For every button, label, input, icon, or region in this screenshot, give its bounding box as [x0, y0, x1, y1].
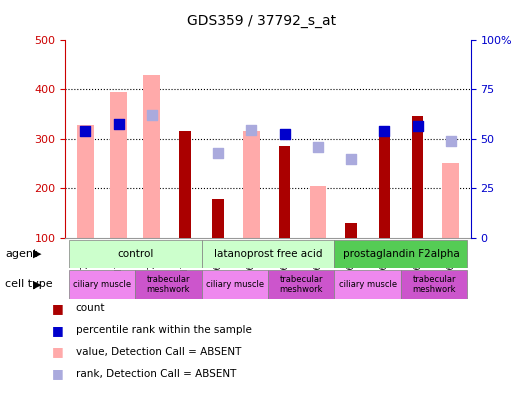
Bar [179, 131, 191, 238]
Bar [345, 223, 357, 238]
Text: ciliary muscle: ciliary muscle [73, 280, 131, 289]
Point [147, 112, 156, 118]
Point [214, 150, 222, 156]
Text: cell type: cell type [5, 279, 53, 289]
Text: latanoprost free acid: latanoprost free acid [214, 249, 322, 259]
Text: ciliary muscle: ciliary muscle [206, 280, 264, 289]
Bar [135, 270, 201, 299]
Bar [77, 125, 94, 238]
Text: percentile rank within the sample: percentile rank within the sample [76, 325, 252, 335]
Text: ■: ■ [52, 367, 64, 380]
Bar [442, 163, 459, 238]
Point [115, 120, 123, 127]
Text: ▶: ▶ [33, 279, 42, 289]
Text: prostaglandin F2alpha: prostaglandin F2alpha [343, 249, 459, 259]
Text: rank, Detection Call = ABSENT: rank, Detection Call = ABSENT [76, 369, 236, 379]
Point [380, 128, 389, 134]
Bar [243, 131, 260, 238]
Bar [279, 146, 290, 238]
Bar [110, 91, 127, 238]
Text: ■: ■ [52, 302, 64, 315]
Text: agent: agent [5, 249, 38, 259]
Text: value, Detection Call = ABSENT: value, Detection Call = ABSENT [76, 347, 241, 357]
Text: trabecular
meshwork: trabecular meshwork [279, 275, 323, 294]
Text: GDS359 / 37792_s_at: GDS359 / 37792_s_at [187, 14, 336, 28]
Point [447, 138, 455, 144]
Bar [401, 270, 468, 299]
Bar [69, 270, 135, 299]
Bar [268, 270, 335, 299]
Bar [335, 270, 401, 299]
Bar [201, 270, 268, 299]
Point [314, 144, 322, 150]
Bar [212, 199, 224, 238]
Text: ■: ■ [52, 324, 64, 337]
Bar [379, 136, 390, 238]
Point [413, 123, 422, 129]
Point [347, 156, 355, 162]
Text: ▶: ▶ [33, 249, 42, 259]
Point [247, 127, 256, 133]
Point [81, 128, 89, 134]
Bar [69, 240, 201, 268]
Bar [412, 116, 423, 238]
Bar [201, 240, 335, 268]
Text: count: count [76, 303, 105, 314]
Bar [143, 75, 160, 238]
Text: ciliary muscle: ciliary muscle [339, 280, 397, 289]
Text: trabecular
meshwork: trabecular meshwork [146, 275, 190, 294]
Bar [310, 186, 326, 238]
Bar [335, 240, 468, 268]
Text: trabecular
meshwork: trabecular meshwork [413, 275, 456, 294]
Point [280, 130, 289, 137]
Text: control: control [117, 249, 153, 259]
Text: ■: ■ [52, 346, 64, 358]
